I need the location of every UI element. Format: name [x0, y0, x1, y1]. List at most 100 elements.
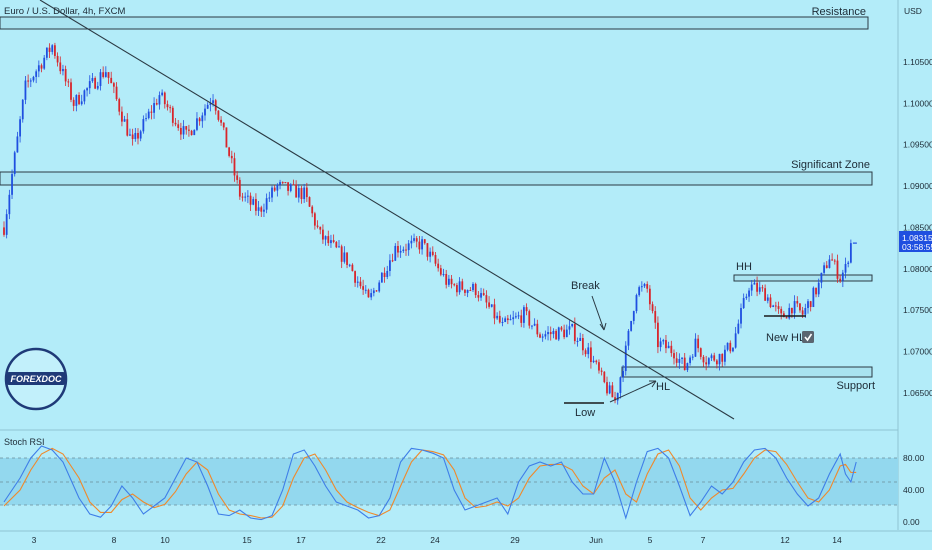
- significant-zone: [0, 171, 873, 186]
- time-tick-label: 8: [112, 535, 117, 545]
- candle-body: [774, 305, 777, 307]
- last-price-tag: 1.08315 03:58:55: [899, 231, 932, 252]
- candle-body: [389, 260, 391, 271]
- candle-body: [624, 345, 627, 371]
- candle-body: [153, 103, 155, 113]
- candle-body: [142, 119, 145, 132]
- candle-body: [434, 255, 437, 264]
- resistance-zone: [0, 16, 869, 30]
- stoch-k-line: [3, 445, 857, 521]
- time-tick-label: 29: [510, 535, 520, 545]
- candle-body: [520, 315, 523, 323]
- candle-body: [606, 382, 608, 394]
- candle-body: [99, 72, 102, 86]
- time-tick-label: 3: [32, 535, 37, 545]
- candle-body: [166, 104, 169, 108]
- candle-body: [295, 184, 298, 198]
- hh-zone: [733, 274, 873, 282]
- candle-body: [8, 194, 11, 215]
- candle-body: [849, 243, 852, 263]
- candle-body: [300, 188, 303, 200]
- candle-body: [399, 250, 402, 253]
- price-tick-label: 1.07000: [903, 346, 932, 356]
- candle-body: [568, 326, 571, 330]
- candle-body: [659, 341, 662, 348]
- candle-body: [43, 57, 46, 69]
- candle-body: [426, 243, 429, 257]
- candle-body: [501, 321, 504, 323]
- candle-body: [523, 307, 525, 323]
- candle-body: [654, 311, 657, 323]
- price-tick-label: 1.08000: [903, 264, 932, 274]
- candle-body: [764, 288, 767, 301]
- candle-body: [590, 347, 592, 363]
- candle-body: [415, 238, 418, 242]
- candle-body: [335, 242, 338, 248]
- candle-body: [791, 307, 793, 314]
- candle-body: [75, 94, 78, 106]
- candle-body: [402, 249, 405, 251]
- candle-body: [54, 45, 56, 56]
- candle-body: [536, 323, 539, 335]
- candle-body: [689, 357, 691, 364]
- candle-body: [359, 281, 362, 287]
- candle-body: [35, 71, 38, 77]
- candle-body: [638, 287, 641, 296]
- candle-body: [640, 286, 643, 288]
- resistance-label: Resistance: [812, 6, 866, 18]
- candle-body: [458, 281, 461, 293]
- candle-body: [405, 249, 407, 251]
- candle-body: [579, 338, 582, 341]
- candle-body: [823, 265, 825, 273]
- candle-body: [59, 62, 62, 72]
- candle-body: [619, 377, 622, 393]
- candle-body: [356, 281, 359, 283]
- time-tick-label: 7: [701, 535, 706, 545]
- candle-body: [72, 99, 75, 106]
- candle-body: [793, 301, 796, 314]
- time-tick-label: Jun: [589, 535, 603, 545]
- support-label: Support: [836, 380, 875, 392]
- candle-body: [107, 72, 110, 78]
- candle-body: [512, 317, 515, 320]
- candle-body: [707, 358, 710, 365]
- candle-body: [831, 259, 834, 261]
- candle-body: [418, 241, 421, 250]
- candle-body: [217, 110, 220, 120]
- candle-body: [348, 264, 351, 266]
- candle-body: [456, 285, 458, 293]
- candle-body: [252, 199, 255, 205]
- candle-body: [340, 246, 343, 262]
- candle-body: [563, 329, 566, 338]
- candle-body: [13, 152, 16, 175]
- candle-body: [78, 94, 80, 105]
- candle-body: [249, 195, 252, 205]
- candle-body: [815, 287, 817, 295]
- candle-body: [812, 287, 815, 307]
- candle-body: [94, 78, 97, 89]
- candle-body: [129, 134, 131, 136]
- candle-body: [595, 360, 598, 363]
- candle-body: [378, 282, 381, 292]
- candle-body: [592, 360, 595, 363]
- candle-body: [45, 47, 48, 58]
- candle-body: [386, 270, 389, 277]
- candle-body: [496, 315, 499, 319]
- candle-body: [5, 214, 8, 235]
- candle-body: [748, 290, 750, 297]
- candle-body: [196, 118, 198, 130]
- candle-body: [338, 246, 340, 248]
- candle-body: [525, 307, 528, 312]
- candle-body: [683, 357, 686, 371]
- candle-body: [263, 209, 265, 212]
- time-tick-label: 15: [242, 535, 252, 545]
- candle-body: [96, 85, 99, 89]
- candle-body: [608, 385, 611, 394]
- candle-body: [423, 239, 426, 244]
- candle-body: [273, 187, 276, 191]
- new-hl-label: New HL: [766, 332, 805, 344]
- candle-body: [271, 187, 273, 198]
- candle-body: [694, 338, 697, 357]
- candle-body: [488, 302, 490, 307]
- candle-body: [322, 229, 324, 240]
